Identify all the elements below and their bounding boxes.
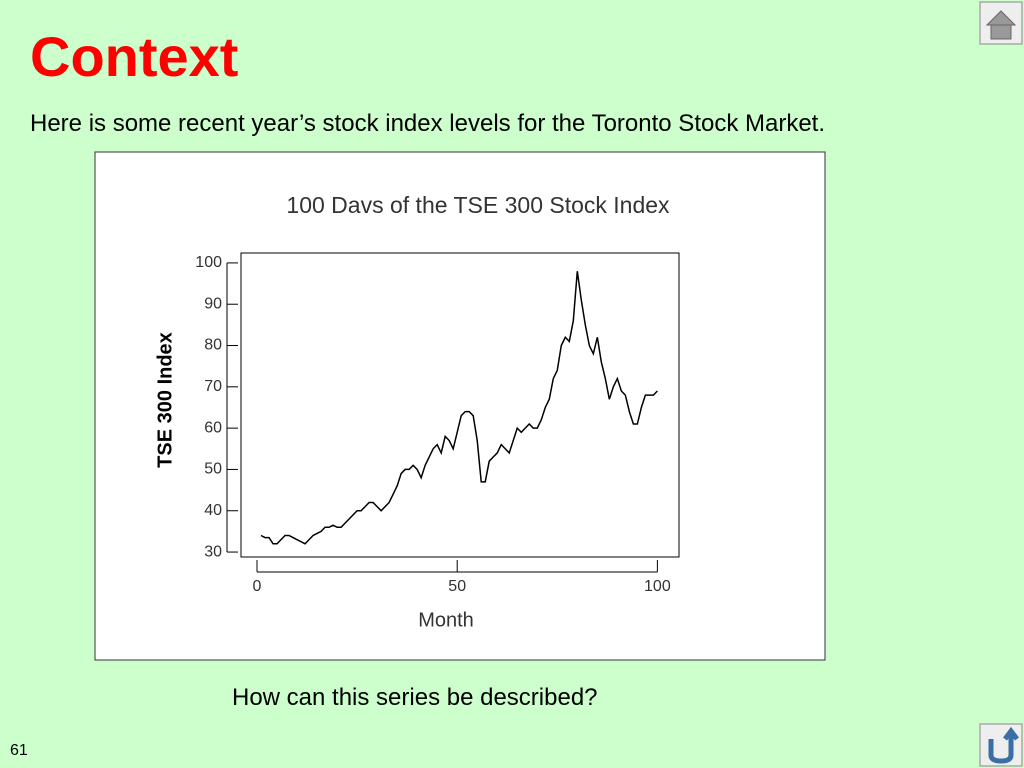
chart-frame [94,151,826,661]
y-tick-label: 80 [204,337,222,354]
subtitle: Here is some recent year’s stock index l… [30,110,826,137]
slide-title: Context [30,25,239,88]
y-axis-label: TSE 300 Index [154,332,176,468]
plot-frame [240,252,680,558]
x-tick-label: 50 [448,578,466,595]
question: How can this series be described? [232,684,598,711]
x-tick-label: 100 [644,578,671,595]
y-tick-label: 40 [204,502,222,519]
y-tick-label: 60 [204,419,222,436]
y-tick-label: 50 [204,461,222,478]
page-number: 61 [10,742,28,759]
y-tick-label: 70 [204,378,222,395]
y-tick-label: 30 [204,543,222,560]
x-axis-label: Month [418,609,474,631]
data-line [260,271,658,545]
home-icon [985,10,1017,40]
back-icon [988,726,1019,764]
chart: 100 Davs of the TSE 300 Stock Index Mont… [94,151,826,661]
chart-title: 100 Davs of the TSE 300 Stock Index [286,192,670,218]
y-tick-label: 90 [204,295,222,312]
back-button[interactable] [979,723,1023,767]
y-tick-label: 100 [195,254,222,271]
home-button[interactable] [979,1,1023,45]
x-tick-label: 0 [253,578,262,595]
